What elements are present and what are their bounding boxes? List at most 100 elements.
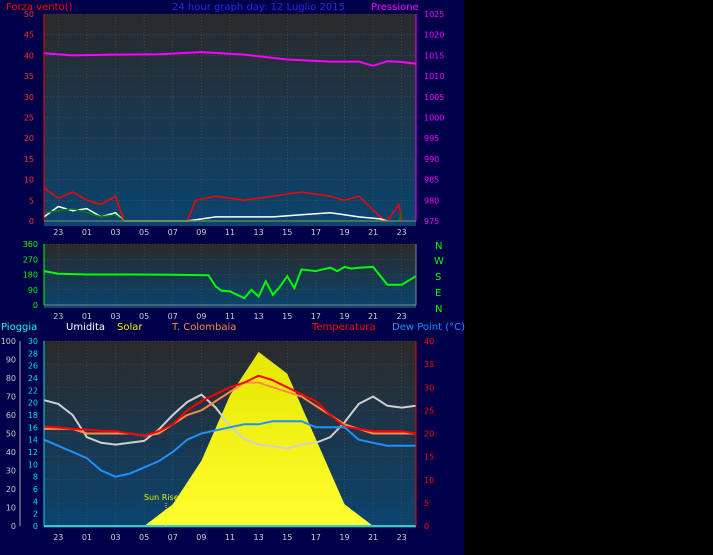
x-tick-label: 05 xyxy=(139,533,149,542)
dew-y-tick: 6 xyxy=(33,485,38,494)
temp-y-tick: 35 xyxy=(424,360,434,369)
x-tick-label: 11 xyxy=(225,312,235,321)
x-tick-label: 03 xyxy=(110,228,120,237)
x-tick-label: 19 xyxy=(339,533,349,542)
x-tick-label: 15 xyxy=(282,228,292,237)
humidity-series xyxy=(43,393,417,450)
direction-axes: 23 01 03 05 07 09 11 13 15 17 19 21 23 0 90 180 270 360 xyxy=(23,240,417,321)
wind-y-tick: 20 xyxy=(24,134,34,143)
x-tick-label: 09 xyxy=(196,228,206,237)
pressure-label: Pressione xyxy=(371,2,419,13)
temp-y-tick: 5 xyxy=(424,499,429,508)
direction-y-tick: 270 xyxy=(23,255,38,264)
compass-s: S xyxy=(435,272,441,283)
pioggia-y-tick: 20 xyxy=(6,485,16,494)
pioggia-y-tick: 90 xyxy=(6,356,16,365)
pioggia-y-tick: 10 xyxy=(6,504,16,513)
pressure-y-tick: 990 xyxy=(424,155,439,164)
dew-y-tick: 2 xyxy=(33,510,38,519)
x-tick-label: 13 xyxy=(254,312,264,321)
pioggia-y-tick: 40 xyxy=(6,448,16,457)
temperature-series xyxy=(43,374,417,437)
wind-y-tick: 35 xyxy=(24,72,34,81)
dew-y-tick: 22 xyxy=(28,386,38,395)
dew-y-tick: 30 xyxy=(28,337,38,346)
wind-strength-label: Forza vento() xyxy=(6,2,73,13)
x-tick-label: 05 xyxy=(139,312,149,321)
temp-y-tick: 20 xyxy=(424,430,434,439)
gust-series xyxy=(43,205,388,222)
pressure-y-tick: 975 xyxy=(424,217,439,226)
dew-y-tick: 26 xyxy=(28,362,38,371)
pressure-y-tick: 1005 xyxy=(424,93,444,102)
legend-t-colombaia: T. Colombaia xyxy=(171,322,236,333)
wind-y-tick: 10 xyxy=(24,176,34,185)
wind-y-tick: 30 xyxy=(24,93,34,102)
x-tick-label: 13 xyxy=(254,228,264,237)
dew-y-tick: 20 xyxy=(28,399,38,408)
wind-y-tick: 40 xyxy=(24,51,34,60)
x-tick-label: 21 xyxy=(368,312,378,321)
x-tick-label: 11 xyxy=(225,533,235,542)
pressure-y-tick: 1020 xyxy=(424,31,444,40)
sun-rise-label: Sun Rise xyxy=(144,493,179,502)
wind-y-tick: 5 xyxy=(29,196,34,205)
pressure-y-tick: 995 xyxy=(424,134,439,143)
x-tick-label: 17 xyxy=(311,533,321,542)
dew-y-tick: 4 xyxy=(33,497,38,506)
pioggia-y-tick: 80 xyxy=(6,374,16,383)
x-tick-label: 07 xyxy=(168,533,178,542)
dew-y-tick: 0 xyxy=(33,522,38,531)
x-tick-label: 01 xyxy=(82,533,92,542)
x-tick-label: 01 xyxy=(82,228,92,237)
pioggia-y-tick: 0 xyxy=(11,522,16,531)
direction-y-tick: 90 xyxy=(28,286,38,295)
legend-pioggia: Pioggia xyxy=(1,322,37,333)
x-tick-label: 19 xyxy=(339,228,349,237)
pressure-series xyxy=(43,51,417,67)
x-tick-label: 17 xyxy=(311,228,321,237)
temp-y-tick: 40 xyxy=(424,337,434,346)
direction-y-tick: 360 xyxy=(23,240,38,249)
x-tick-label: 17 xyxy=(311,312,321,321)
x-tick-label: 23 xyxy=(397,312,407,321)
compass-e: E xyxy=(435,288,441,299)
x-tick-label: 21 xyxy=(368,228,378,237)
pioggia-y-tick: 30 xyxy=(6,467,16,476)
compass-w: W xyxy=(434,256,444,267)
direction-plot-area xyxy=(44,244,416,308)
pressure-y-tick: 1025 xyxy=(424,10,444,19)
x-tick-label: 23 xyxy=(53,533,63,542)
legend-solar: Solar xyxy=(117,322,143,333)
temp-y-tick: 0 xyxy=(424,522,429,531)
dew-y-tick: 28 xyxy=(28,349,38,358)
dew-y-tick: 14 xyxy=(28,436,38,445)
dew-y-tick: 8 xyxy=(33,473,38,482)
x-tick-label: 23 xyxy=(397,533,407,542)
x-tick-label: 01 xyxy=(82,312,92,321)
pioggia-y-tick: 60 xyxy=(6,411,16,420)
temp-y-tick: 30 xyxy=(424,383,434,392)
legend-temperatura: Temperatura xyxy=(311,322,376,333)
wind-y-tick: 0 xyxy=(29,217,34,226)
wind-y-tick: 45 xyxy=(24,31,34,40)
pressure-y-tick: 985 xyxy=(424,176,439,185)
dew-y-tick: 18 xyxy=(28,411,38,420)
x-tick-label: 15 xyxy=(282,312,292,321)
x-tick-label: 07 xyxy=(168,228,178,237)
x-tick-label: 23 xyxy=(53,312,63,321)
graph-day-title: 24 hour graph day: 12 Luglio 2015 xyxy=(172,2,345,13)
legend-dew-point: Dew Point (°C) xyxy=(392,322,465,333)
compass-n-bottom: N xyxy=(435,304,442,315)
pressure-y-tick: 1000 xyxy=(424,114,444,123)
x-tick-label: 11 xyxy=(225,228,235,237)
compass-n-top: N xyxy=(435,241,442,252)
pioggia-y-tick: 70 xyxy=(6,393,16,402)
wind-y-tick: 15 xyxy=(24,155,34,164)
x-tick-label: 09 xyxy=(196,533,206,542)
direction-y-tick: 180 xyxy=(23,271,38,280)
pressure-y-tick: 1015 xyxy=(424,51,444,60)
direction-y-tick: 0 xyxy=(33,301,38,310)
dew-point-series xyxy=(43,420,416,478)
